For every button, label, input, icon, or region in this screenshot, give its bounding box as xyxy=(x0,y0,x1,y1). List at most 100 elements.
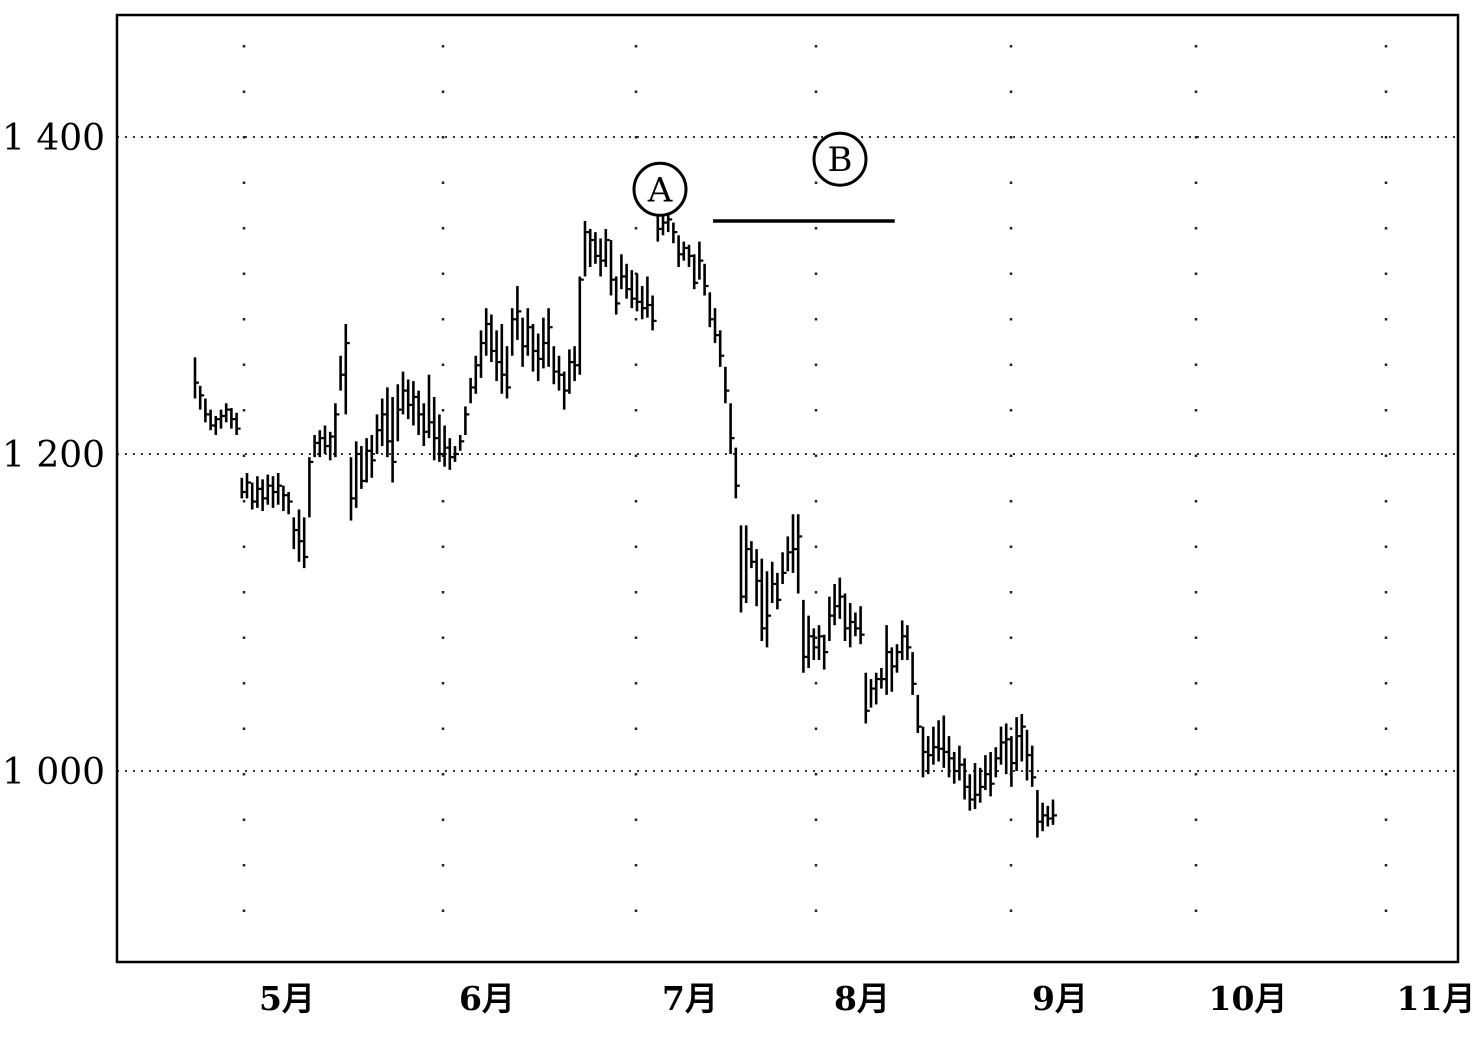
price-bar xyxy=(802,599,808,673)
price-bar xyxy=(401,371,407,415)
price-bar xyxy=(474,355,480,394)
price-bar xyxy=(640,285,647,320)
price-bar xyxy=(999,726,1005,765)
price-bar xyxy=(698,241,704,280)
price-bar xyxy=(973,763,979,810)
price-bar xyxy=(599,238,605,277)
price-bar xyxy=(204,398,210,423)
price-bar xyxy=(292,517,298,550)
price-bar xyxy=(646,276,652,318)
price-bar xyxy=(235,412,241,435)
x-tick-label: 6月 xyxy=(459,979,515,1018)
y-tick-label: 1 200 xyxy=(2,435,105,476)
price-bar xyxy=(838,577,844,619)
x-tick-label: 8月 xyxy=(834,979,890,1018)
x-tick-label: 9月 xyxy=(1032,979,1088,1018)
price-bar xyxy=(271,476,277,508)
price-bar xyxy=(568,349,574,394)
price-bar xyxy=(1041,802,1047,832)
price-bar xyxy=(791,514,797,573)
price-bar xyxy=(926,736,933,775)
price-bar xyxy=(521,317,527,367)
price-bar xyxy=(594,232,600,264)
price-bar xyxy=(890,647,896,692)
x-tick-label: 7月 xyxy=(662,979,718,1018)
price-bar xyxy=(796,514,803,594)
x-tick-label: 11月 xyxy=(1397,979,1476,1018)
price-bar xyxy=(620,254,626,290)
price-bar xyxy=(989,751,995,797)
price-bar xyxy=(266,474,272,505)
price-bar xyxy=(536,333,543,382)
price-bar xyxy=(609,240,615,296)
marker-label-a: A xyxy=(647,170,673,210)
price-bar xyxy=(739,525,745,613)
x-tick-label: 5月 xyxy=(259,979,315,1018)
price-bar xyxy=(386,387,392,458)
price-bar xyxy=(391,396,397,483)
price-bar xyxy=(224,403,231,423)
price-bar xyxy=(692,254,699,290)
price-bar xyxy=(906,625,912,661)
price-bar xyxy=(729,403,735,454)
price-bar xyxy=(308,457,314,518)
price-bar xyxy=(828,596,834,642)
price-bar xyxy=(848,602,855,648)
price-bar xyxy=(219,409,225,429)
price-bar xyxy=(588,228,595,267)
price-bar xyxy=(453,446,459,462)
price-bar xyxy=(822,634,829,670)
price-bar xyxy=(672,222,678,244)
price-bar xyxy=(781,552,787,584)
price-bar xyxy=(469,377,475,404)
price-bar xyxy=(276,473,283,505)
price-bar xyxy=(323,425,329,454)
price-bar xyxy=(661,213,667,236)
price-bar xyxy=(911,652,917,695)
price-bars xyxy=(193,190,1057,838)
price-bar xyxy=(516,285,522,340)
price-bar xyxy=(427,374,433,439)
price-bar xyxy=(334,403,340,458)
price-bar xyxy=(318,430,324,458)
marker-label-b: B xyxy=(828,140,853,180)
price-bar xyxy=(198,385,205,410)
price-bar xyxy=(443,425,449,467)
price-bar xyxy=(744,525,751,603)
price-bar xyxy=(302,517,309,569)
price-bar xyxy=(256,476,262,508)
price-bar xyxy=(942,715,948,768)
price-bar xyxy=(438,414,444,462)
price-bar xyxy=(344,324,350,415)
y-tick-label: 1 400 xyxy=(2,118,105,159)
price-bar xyxy=(412,381,418,426)
y-axis-ticks: 1 400 1 200 1 000 xyxy=(2,118,105,793)
marker-circle-a xyxy=(632,161,688,217)
price-bar xyxy=(713,308,719,344)
price-bar xyxy=(895,644,901,673)
price-bar xyxy=(422,403,428,447)
price-bar xyxy=(625,263,631,299)
price-bar xyxy=(937,720,943,762)
price-bar xyxy=(614,276,621,315)
price-bar xyxy=(1020,713,1026,762)
price-bar xyxy=(531,324,537,372)
price-bar xyxy=(349,457,355,521)
price-bar xyxy=(209,409,215,431)
price-bar xyxy=(1036,790,1042,838)
price-bar xyxy=(703,263,709,296)
price-bar xyxy=(916,694,922,733)
price-bar xyxy=(812,628,818,661)
price-bar xyxy=(859,606,865,645)
price-bar xyxy=(500,324,506,394)
price-bar xyxy=(448,438,454,470)
annotation-layer: AB xyxy=(632,131,895,223)
price-bar xyxy=(406,379,413,420)
price-bar xyxy=(932,726,938,765)
price-bar xyxy=(817,625,823,661)
price-bar xyxy=(547,308,553,367)
price-bar xyxy=(193,357,199,399)
price-bar xyxy=(230,408,236,429)
